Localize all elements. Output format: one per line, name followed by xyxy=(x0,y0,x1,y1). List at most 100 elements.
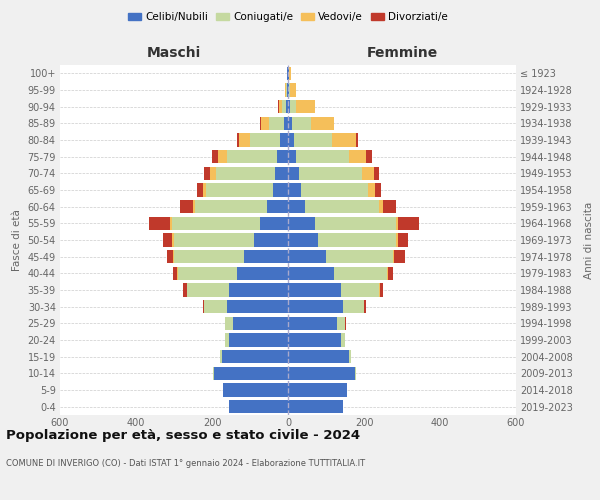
Bar xyxy=(269,116,284,130)
Legend: Celibi/Nubili, Coniugati/e, Vedovi/e, Divorziati/e: Celibi/Nubili, Coniugati/e, Vedovi/e, Di… xyxy=(124,8,452,26)
Bar xyxy=(383,200,397,213)
Bar xyxy=(183,284,187,296)
Bar xyxy=(286,84,287,96)
Bar xyxy=(288,66,289,80)
Y-axis label: Fasce di età: Fasce di età xyxy=(12,209,22,271)
Bar xyxy=(305,200,379,213)
Bar xyxy=(287,84,288,96)
Bar xyxy=(286,100,288,114)
Bar xyxy=(197,184,203,196)
Bar xyxy=(233,316,288,330)
Bar xyxy=(288,266,334,280)
Bar xyxy=(288,250,326,264)
Bar xyxy=(341,334,345,346)
Bar xyxy=(244,250,288,264)
Bar xyxy=(311,116,334,130)
Bar xyxy=(288,334,341,346)
Text: Popolazione per età, sesso e stato civile - 2024: Popolazione per età, sesso e stato civil… xyxy=(6,430,360,442)
Bar xyxy=(355,366,356,380)
Bar xyxy=(294,134,332,146)
Bar xyxy=(289,84,290,96)
Bar xyxy=(210,166,216,180)
Bar xyxy=(376,184,381,196)
Bar xyxy=(288,134,294,146)
Bar xyxy=(174,250,244,264)
Bar xyxy=(195,200,267,213)
Bar xyxy=(205,300,227,314)
Bar xyxy=(368,184,376,196)
Bar xyxy=(288,316,337,330)
Bar xyxy=(163,234,172,246)
Bar xyxy=(337,316,345,330)
Bar xyxy=(288,200,305,213)
Bar xyxy=(203,184,206,196)
Bar xyxy=(178,266,236,280)
Bar xyxy=(296,150,349,164)
Bar xyxy=(221,350,288,364)
Bar xyxy=(349,350,350,364)
Bar xyxy=(212,150,218,164)
Bar xyxy=(172,234,174,246)
Bar xyxy=(277,150,288,164)
Bar xyxy=(239,134,250,146)
Bar xyxy=(356,134,358,146)
Bar xyxy=(267,200,288,213)
Bar xyxy=(319,234,396,246)
Bar xyxy=(288,234,319,246)
Bar xyxy=(379,200,383,213)
Bar xyxy=(213,366,214,380)
Bar xyxy=(373,166,379,180)
Bar xyxy=(287,66,288,80)
Bar xyxy=(226,316,233,330)
Bar xyxy=(180,200,193,213)
Bar xyxy=(394,250,405,264)
Bar xyxy=(289,66,290,80)
Bar xyxy=(288,166,299,180)
Bar xyxy=(173,250,174,264)
Bar xyxy=(288,150,296,164)
Bar xyxy=(187,284,229,296)
Bar xyxy=(392,250,394,264)
Bar xyxy=(299,166,362,180)
Bar xyxy=(227,150,277,164)
Bar xyxy=(288,84,289,96)
Bar xyxy=(288,284,341,296)
Bar xyxy=(290,100,296,114)
Bar xyxy=(362,166,373,180)
Bar xyxy=(193,200,195,213)
Bar xyxy=(288,366,355,380)
Bar xyxy=(205,166,210,180)
Bar xyxy=(288,384,347,396)
Bar xyxy=(288,116,292,130)
Bar xyxy=(288,400,343,413)
Bar xyxy=(301,184,368,196)
Bar xyxy=(214,366,288,380)
Bar xyxy=(398,216,419,230)
Bar xyxy=(288,184,301,196)
Y-axis label: Anni di nascita: Anni di nascita xyxy=(584,202,594,278)
Bar xyxy=(167,250,173,264)
Bar xyxy=(397,234,398,246)
Bar xyxy=(349,150,366,164)
Bar xyxy=(326,250,392,264)
Bar xyxy=(283,100,286,114)
Bar xyxy=(284,116,288,130)
Bar xyxy=(174,234,254,246)
Bar xyxy=(288,216,314,230)
Bar xyxy=(223,384,288,396)
Bar xyxy=(149,216,170,230)
Bar xyxy=(224,316,226,330)
Bar xyxy=(254,234,288,246)
Bar xyxy=(332,134,356,146)
Bar xyxy=(236,134,239,146)
Bar xyxy=(229,334,288,346)
Bar xyxy=(288,300,343,314)
Bar xyxy=(334,266,387,280)
Bar xyxy=(388,266,393,280)
Bar xyxy=(260,116,262,130)
Bar xyxy=(177,266,178,280)
Bar xyxy=(314,100,316,114)
Bar xyxy=(173,266,177,280)
Bar xyxy=(314,216,397,230)
Bar xyxy=(280,134,288,146)
